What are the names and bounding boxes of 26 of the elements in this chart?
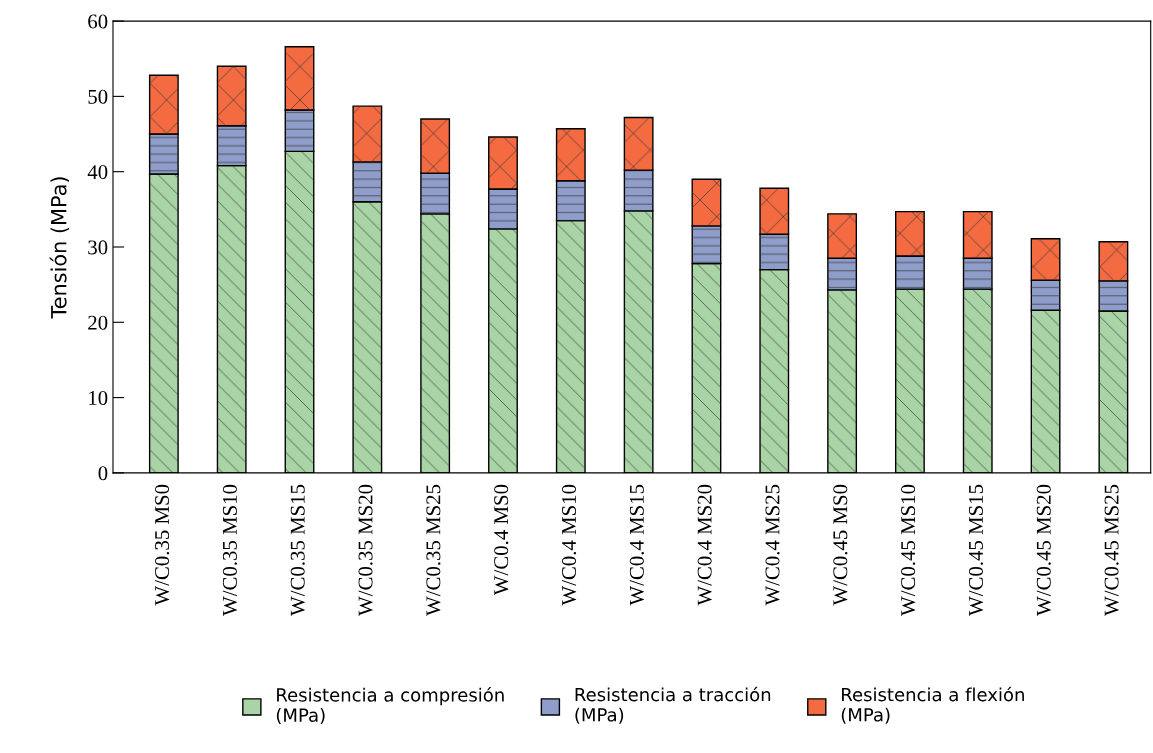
legend-label: Resistencia a flexión (MPa): [841, 686, 1024, 724]
x-tick-label: W/C0.4 MS15: [629, 484, 644, 606]
y-tick-label: 0: [98, 466, 108, 481]
x-tick-label: W/C0.45 MS20: [1036, 484, 1051, 616]
x-tick-label: W/C0.45 MS0: [833, 484, 848, 606]
x-tick-label: W/C0.35 MS25: [426, 484, 441, 616]
y-tick-label: 40: [87, 165, 108, 180]
x-tick-label: W/C0.35 MS15: [290, 484, 305, 616]
y-tick-label: 50: [88, 89, 108, 104]
x-tick-label: W/C0.4 MS0: [494, 484, 509, 596]
legend-label: Resistencia a compresión (MPa): [276, 687, 504, 725]
y-tick-label: 10: [89, 390, 108, 406]
x-tick-label: W/C0.45 MS10: [901, 484, 916, 616]
x-tick-label: W/C0.4 MS10: [561, 484, 577, 606]
y-axis-title: Tensión (MPa): [49, 177, 70, 319]
legend-label: Resistencia a tracción (MPa): [575, 686, 771, 724]
y-tick-label: 30: [88, 240, 108, 255]
x-tick-label: W/C0.45 MS15: [968, 484, 984, 616]
x-tick-label: W/C0.35 MS10: [222, 484, 238, 616]
y-tick-label: 60: [88, 14, 108, 29]
y-tick-label: 20: [88, 315, 108, 330]
x-tick-label: W/C0.4 MS25: [765, 484, 780, 606]
x-tick-label: W/C0.35 MS20: [358, 484, 373, 616]
x-tick-label: W/C0.35 MS0: [155, 484, 170, 606]
x-tick-label: W/C0.45 MS25: [1104, 484, 1119, 616]
x-tick-label: W/C0.4 MS20: [697, 484, 712, 606]
